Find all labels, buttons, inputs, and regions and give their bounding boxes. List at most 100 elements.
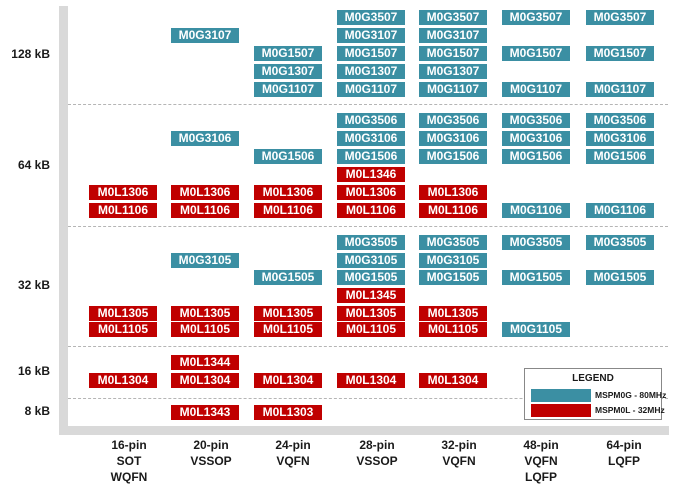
package-label-64pin: 64-pin LQFP (584, 437, 664, 469)
package-line: VSSOP (356, 454, 398, 468)
device-chip-m0l1105: M0L1105 (419, 322, 487, 337)
device-chip-m0g3506: M0G3506 (337, 113, 405, 128)
package-line: WQFN (110, 470, 148, 484)
device-chip-m0l1106: M0L1106 (254, 203, 322, 218)
device-chip-m0g3107: M0G3107 (337, 28, 405, 43)
legend-label-m0g: MSPM0G - 80MHz (595, 390, 667, 400)
size-label-8kb: 8 kB (24, 404, 50, 418)
device-chip-m0l1305: M0L1305 (419, 306, 487, 321)
device-chip-m0l1303: M0L1303 (254, 405, 322, 420)
package-line: 20-pin (193, 438, 229, 452)
device-chip-m0l1106: M0L1106 (171, 203, 239, 218)
package-line: 48-pin (523, 438, 559, 452)
device-chip-m0l1106: M0L1106 (419, 203, 487, 218)
package-line: VQFN (276, 454, 310, 468)
device-chip-m0g1106: M0G1106 (502, 203, 570, 218)
device-chip-m0g1307: M0G1307 (419, 64, 487, 79)
size-label-64kb: 64 kB (17, 158, 50, 172)
legend-swatch-m0g (531, 389, 591, 402)
device-chip-m0l1306: M0L1306 (419, 185, 487, 200)
device-chip-m0g1105: M0G1105 (502, 322, 570, 337)
package-line: VSSOP (190, 454, 232, 468)
device-chip-m0l1343: M0L1343 (171, 405, 239, 420)
y-axis-bar (59, 6, 68, 434)
device-chip-m0g3106: M0G3106 (171, 131, 239, 146)
package-label-24pin: 24-pin VQFN (253, 437, 333, 469)
device-chip-m0g1107: M0G1107 (337, 82, 405, 97)
device-chip-m0g1506: M0G1506 (337, 149, 405, 164)
device-chip-m0l1105: M0L1105 (337, 322, 405, 337)
device-chip-m0l1105: M0L1105 (89, 322, 157, 337)
device-chip-m0g3505: M0G3505 (586, 235, 654, 250)
device-chip-m0g1507: M0G1507 (254, 46, 322, 61)
separator-32-16 (68, 346, 668, 347)
legend-title: LEGEND (572, 373, 614, 384)
package-line: 64-pin (606, 438, 642, 452)
package-label-28pin: 28-pin VSSOP (337, 437, 417, 469)
device-chip-m0l1306: M0L1306 (89, 185, 157, 200)
device-chip-m0g3507: M0G3507 (502, 10, 570, 25)
device-chip-m0g1107: M0G1107 (419, 82, 487, 97)
device-chip-m0g1505: M0G1505 (502, 270, 570, 285)
device-chip-m0g3107: M0G3107 (419, 28, 487, 43)
device-chip-m0l1304: M0L1304 (337, 373, 405, 388)
device-chip-m0g1505: M0G1505 (254, 270, 322, 285)
device-chip-m0l1105: M0L1105 (254, 322, 322, 337)
separator-128-64 (68, 104, 668, 105)
device-chip-m0g1506: M0G1506 (254, 149, 322, 164)
package-label-32pin: 32-pin VQFN (419, 437, 499, 469)
legend-label-m0l: MSPM0L - 32MHz (595, 405, 665, 415)
device-chip-m0l1304: M0L1304 (419, 373, 487, 388)
device-chip-m0l1106: M0L1106 (337, 203, 405, 218)
device-chip-m0l1306: M0L1306 (337, 185, 405, 200)
device-chip-m0l1306: M0L1306 (171, 185, 239, 200)
device-chip-m0g3505: M0G3505 (419, 235, 487, 250)
device-chip-m0g1507: M0G1507 (337, 46, 405, 61)
device-chip-m0g1107: M0G1107 (254, 82, 322, 97)
device-chip-m0g3507: M0G3507 (419, 10, 487, 25)
device-chip-m0g3506: M0G3506 (419, 113, 487, 128)
device-chip-m0l1304: M0L1304 (254, 373, 322, 388)
device-chip-m0g3105: M0G3105 (419, 253, 487, 268)
device-chip-m0g1507: M0G1507 (586, 46, 654, 61)
device-chip-m0g3106: M0G3106 (502, 131, 570, 146)
package-line: VQFN (442, 454, 476, 468)
device-chip-m0g1307: M0G1307 (254, 64, 322, 79)
device-chip-m0g3506: M0G3506 (502, 113, 570, 128)
x-axis-bar (59, 426, 669, 435)
package-line: 28-pin (359, 438, 395, 452)
device-chip-m0g3106: M0G3106 (419, 131, 487, 146)
device-chip-m0l1304: M0L1304 (89, 373, 157, 388)
device-chip-m0l1304: M0L1304 (171, 373, 239, 388)
package-line: 24-pin (275, 438, 311, 452)
device-chip-m0g3506: M0G3506 (586, 113, 654, 128)
package-line: LQFP (608, 454, 640, 468)
device-chip-m0g1506: M0G1506 (586, 149, 654, 164)
device-chip-m0g3505: M0G3505 (502, 235, 570, 250)
device-chip-m0g3107: M0G3107 (171, 28, 239, 43)
package-line: 32-pin (441, 438, 477, 452)
device-chip-m0g3507: M0G3507 (337, 10, 405, 25)
package-line: LQFP (525, 470, 557, 484)
package-line: 16-pin (111, 438, 147, 452)
legend: LEGEND MSPM0G - 80MHz MSPM0L - 32MHz (524, 368, 666, 420)
device-chip-m0g1505: M0G1505 (586, 270, 654, 285)
device-chip-m0l1306: M0L1306 (254, 185, 322, 200)
package-label-48pin: 48-pin VQFN LQFP (501, 437, 581, 485)
device-chip-m0g1505: M0G1505 (337, 270, 405, 285)
device-chip-m0g3106: M0G3106 (586, 131, 654, 146)
device-chip-m0l1105: M0L1105 (171, 322, 239, 337)
device-chip-m0g1107: M0G1107 (502, 82, 570, 97)
device-chip-m0l1106: M0L1106 (89, 203, 157, 218)
device-chip-m0g1507: M0G1507 (419, 46, 487, 61)
device-chip-m0l1305: M0L1305 (89, 306, 157, 321)
device-chip-m0l1305: M0L1305 (254, 306, 322, 321)
device-chip-m0g1307: M0G1307 (337, 64, 405, 79)
device-chip-m0l1344: M0L1344 (171, 355, 239, 370)
device-chip-m0g3105: M0G3105 (171, 253, 239, 268)
device-chip-m0g1506: M0G1506 (502, 149, 570, 164)
device-chip-m0g3505: M0G3505 (337, 235, 405, 250)
device-chip-m0g1505: M0G1505 (419, 270, 487, 285)
size-label-128kb: 128 kB (11, 47, 50, 61)
separator-16-8 (68, 398, 668, 399)
